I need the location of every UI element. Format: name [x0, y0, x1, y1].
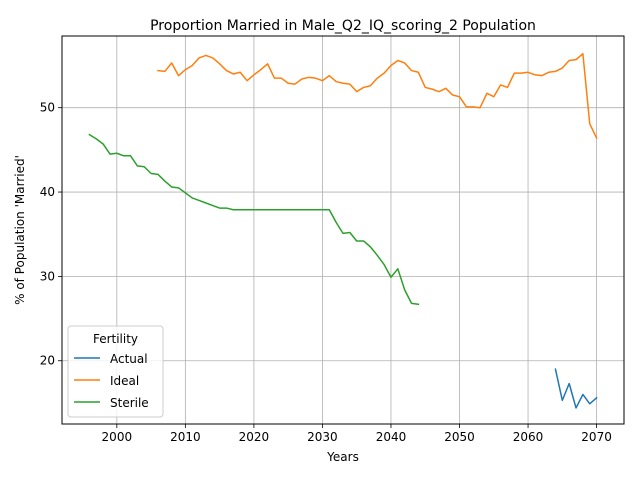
x-tick-label: 2000 — [102, 430, 133, 444]
series-lines — [88, 52, 598, 409]
legend-label-actual: Actual — [110, 352, 148, 366]
x-tick-label: 2050 — [444, 430, 475, 444]
legend-label-ideal: Ideal — [110, 374, 139, 388]
x-tick-label: 2030 — [307, 430, 338, 444]
chart-title: Proportion Married in Male_Q2_IQ_scoring… — [150, 18, 536, 34]
series-line-actual — [554, 368, 598, 409]
y-tick-label: 20 — [40, 354, 55, 368]
x-tick-label: 2060 — [513, 430, 544, 444]
legend: Fertility Actual Ideal Sterile — [67, 325, 164, 418]
x-tick-label: 2070 — [581, 430, 612, 444]
legend-box — [67, 325, 164, 418]
legend-label-sterile: Sterile — [110, 396, 149, 410]
y-tick-label: 30 — [40, 269, 55, 283]
x-tick-label: 2010 — [170, 430, 201, 444]
y-tick-label: 50 — [40, 101, 55, 115]
x-tick-label: 2020 — [239, 430, 270, 444]
y-tick-label: 40 — [40, 185, 55, 199]
grid-lines — [62, 36, 624, 424]
legend-title: Fertility — [93, 332, 138, 346]
y-axis-label: % of Population 'Married' — [13, 155, 27, 305]
plot-frame — [61, 35, 625, 425]
series-line-ideal — [157, 52, 598, 140]
series-line-sterile — [88, 133, 420, 306]
x-tick-label: 2040 — [376, 430, 407, 444]
x-axis-label: Years — [326, 450, 359, 464]
